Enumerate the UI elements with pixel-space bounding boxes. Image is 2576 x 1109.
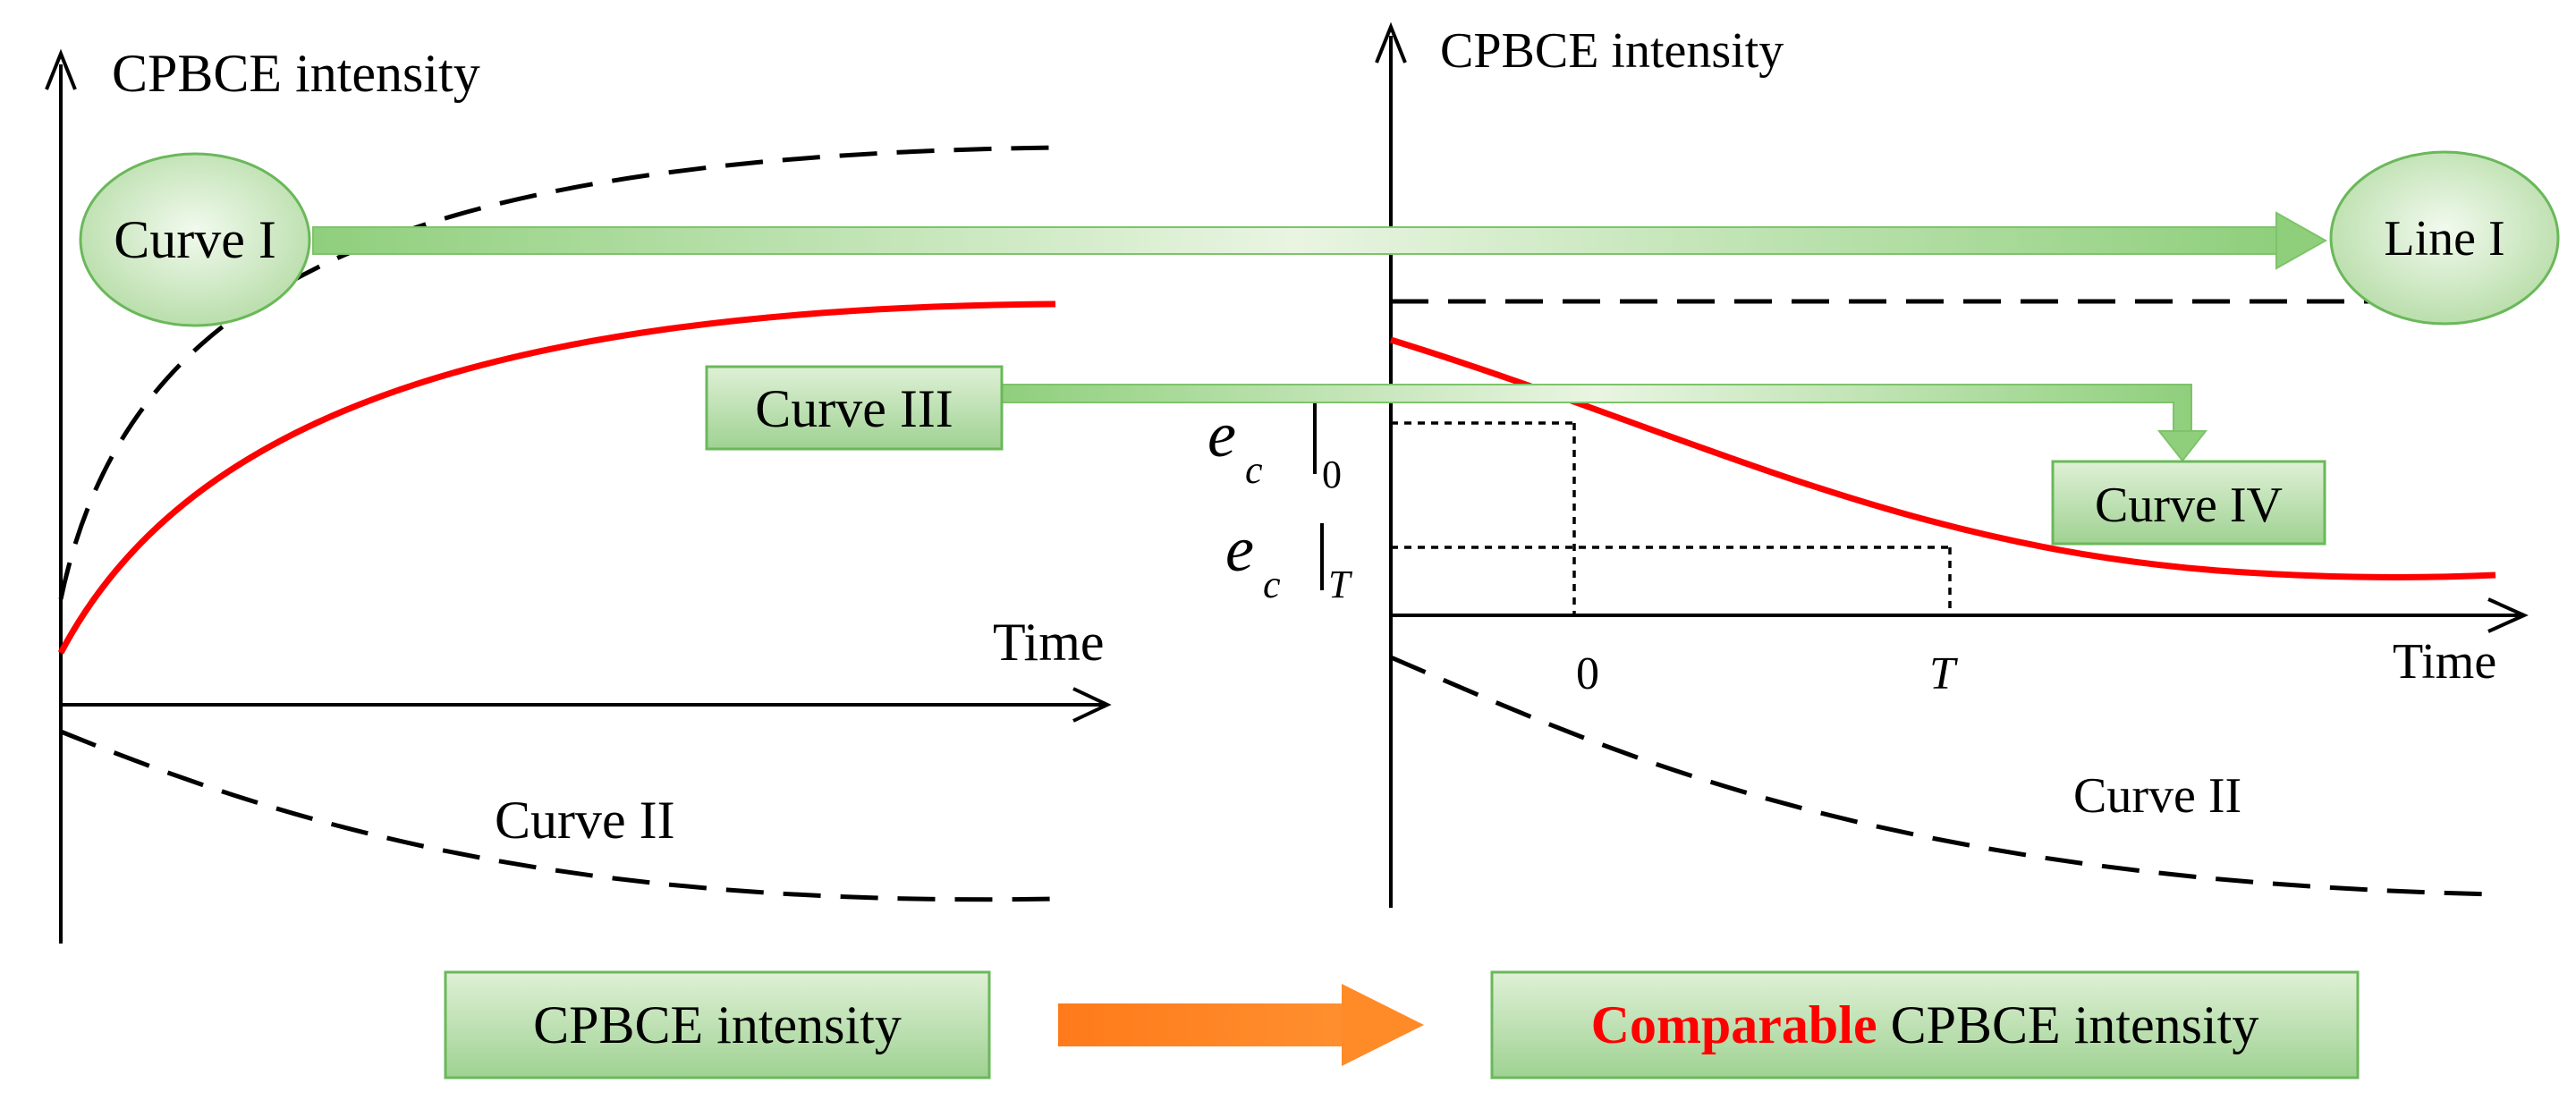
bottom-right-box: Comparable CPBCE intensity — [1490, 970, 2360, 1079]
curve-3-box-shape — [705, 365, 1004, 451]
curve-1-ellipse: Curve I — [79, 152, 311, 327]
curve-1-label: Curve I — [114, 210, 276, 269]
bottom-right-box-shape — [1490, 970, 2360, 1079]
ec0-e: e — [1208, 399, 1236, 470]
left-y-axis-label: CPBCE intensity — [112, 44, 480, 103]
curve1-arrow-shaft — [312, 226, 2277, 255]
curve3-arrow-head — [2157, 430, 2208, 462]
curve-3-box: Curve III — [705, 365, 1004, 451]
line-1-ellipse-shape — [2329, 150, 2560, 326]
right-curve-2-dashed — [1390, 655, 2496, 897]
orange-transition-arrow — [1058, 984, 1424, 1066]
curve-3-red — [57, 301, 1056, 655]
orange-arrow-head — [1342, 984, 1424, 1066]
right-x-axis-arrowhead — [2487, 597, 2529, 633]
left-panel: CPBCE intensity Time Curve II — [45, 44, 1112, 944]
curve-4-red — [1389, 336, 2496, 580]
left-x-axis-arrowhead — [1072, 687, 1112, 723]
right-y-axis-label: CPBCE intensity — [1440, 23, 1784, 79]
bottom-right-rest: CPBCE intensity — [1877, 995, 2259, 1054]
left-y-axis-arrowhead — [45, 48, 77, 90]
bottom-left-box-shape — [444, 970, 991, 1079]
ecT-sub: T — [1328, 563, 1353, 606]
curve3-to-curve4-arrow — [1001, 384, 2208, 462]
bottom-left-label: CPBCE intensity — [533, 995, 902, 1054]
right-curve-2-label: Curve II — [2073, 768, 2241, 824]
bottom-left-box: CPBCE intensity — [444, 970, 991, 1079]
line-1-ellipse: Line I — [2329, 150, 2560, 326]
comparable-highlight: Comparable — [1591, 995, 1877, 1054]
curve-4-box-shape — [2051, 460, 2326, 546]
ec0-sub: 0 — [1322, 453, 1342, 496]
ec-0-label: e c 0 — [1208, 399, 1342, 496]
tick-zero: 0 — [1576, 648, 1599, 699]
right-panel: CPBCE intensity Time 0 T e c 0 e c — [1208, 21, 2529, 908]
ecT-e: e — [1225, 513, 1254, 585]
curve-1-dashed — [58, 145, 1056, 600]
guide-lines — [1391, 421, 1952, 615]
ecT-c: c — [1263, 563, 1281, 606]
curve-4-label: Curve IV — [2095, 478, 2283, 533]
orange-arrow-shaft — [1058, 1003, 1344, 1046]
bottom-right-label: Comparable CPBCE intensity — [1591, 995, 2259, 1054]
ec0-c: c — [1245, 448, 1263, 492]
left-curve-2-label: Curve II — [495, 791, 675, 850]
curve-2-dashed — [60, 729, 1056, 902]
curve-1-ellipse-shape — [79, 152, 311, 327]
left-x-axis-label: Time — [993, 613, 1105, 672]
tick-T: T — [1929, 648, 1958, 699]
right-y-axis-arrowhead — [1375, 21, 1407, 63]
curve1-to-line1-arrow — [312, 211, 2328, 270]
curve1-arrow-head — [2275, 211, 2328, 270]
ec-T-label: e c T — [1225, 513, 1353, 606]
curve-4-box: Curve IV — [2051, 460, 2326, 546]
line-1-label: Line I — [2384, 211, 2504, 267]
curve-3-label: Curve III — [755, 379, 953, 438]
right-x-axis-label: Time — [2393, 634, 2496, 690]
